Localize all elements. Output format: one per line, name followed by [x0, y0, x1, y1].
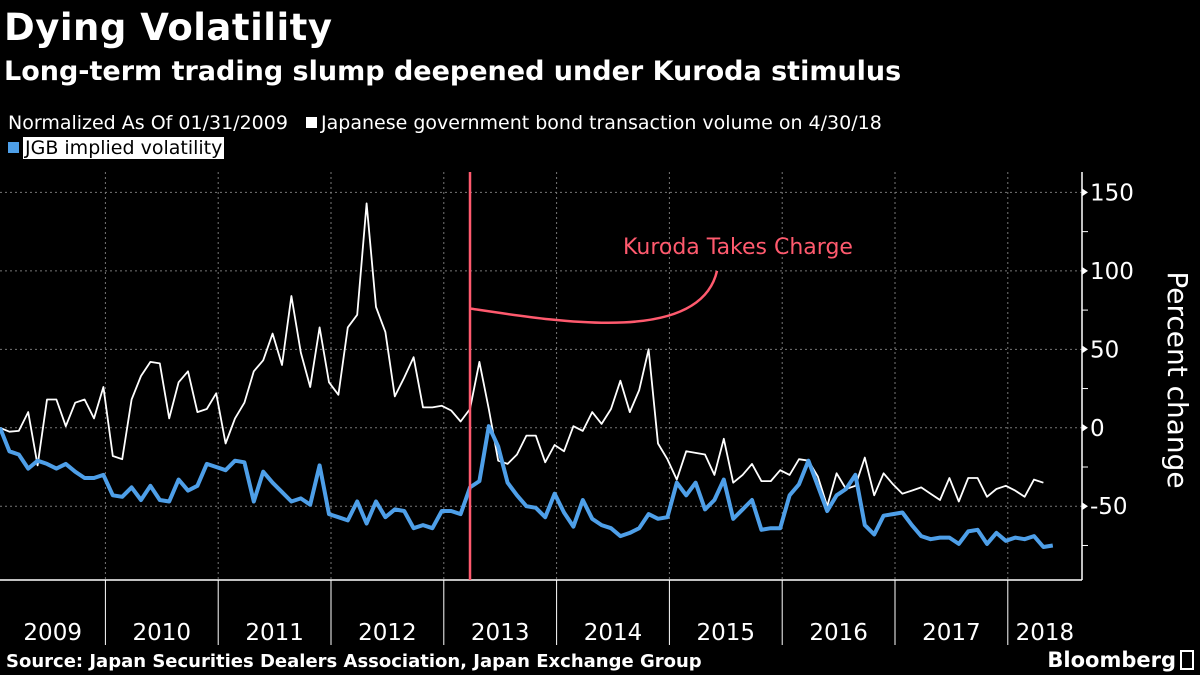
- y-tick-label: 0: [1090, 416, 1105, 442]
- x-tick-label: 2011: [245, 620, 304, 646]
- y-tick-mark: [1082, 266, 1088, 275]
- x-tick-label: 2012: [358, 620, 417, 646]
- series-points-volume: [0, 203, 1044, 507]
- x-tick-label: 2016: [809, 620, 868, 646]
- x-tick-label: 2017: [922, 620, 981, 646]
- legend-swatch-volume: [306, 117, 318, 128]
- y-axis-label: Percent change: [1161, 271, 1194, 488]
- y-tick-label: 100: [1090, 259, 1134, 285]
- legend-swatch-volatility: [8, 142, 19, 153]
- legend-row-2: JGB implied volatility: [8, 137, 225, 159]
- chart-subtitle: Long-term trading slump deepened under K…: [4, 56, 902, 87]
- callout-label: Kuroda Takes Charge: [623, 235, 853, 260]
- x-tick-label: 2018: [1016, 620, 1075, 646]
- bloomberg-mark-icon: [1180, 650, 1194, 670]
- y-tick-mark: [1082, 188, 1088, 197]
- x-tick-label: 2009: [23, 620, 82, 646]
- legend-item-volatility[interactable]: JGB implied volatility: [23, 137, 225, 159]
- legend: Normalized As Of 01/31/2009 Japanese gov…: [8, 112, 882, 134]
- x-tick-label: 2015: [697, 620, 756, 646]
- bloomberg-logo: Bloomberg: [1047, 648, 1194, 672]
- y-tick-label: 50: [1090, 337, 1119, 363]
- y-tick-label: -50: [1090, 494, 1128, 520]
- y-tick-mark: [1082, 345, 1088, 354]
- source-note: Source: Japan Securities Dealers Associa…: [6, 651, 702, 672]
- x-tick-label: 2013: [471, 620, 530, 646]
- callout-connector: [469, 270, 719, 325]
- x-tick-label: 2014: [584, 620, 643, 646]
- legend-item-volume[interactable]: Japanese government bond transaction vol…: [321, 112, 882, 134]
- y-tick-mark: [1082, 423, 1088, 432]
- normalization-note: Normalized As Of 01/31/2009: [8, 112, 288, 134]
- series-points-volatility: [0, 426, 1053, 548]
- y-tick-mark: [1082, 502, 1088, 511]
- series-line-volume: [0, 202, 1044, 508]
- x-tick-label: 2010: [133, 620, 192, 646]
- chart-title: Dying Volatility: [4, 6, 333, 49]
- y-tick-label: 150: [1090, 180, 1134, 206]
- brand-name: Bloomberg: [1047, 648, 1176, 672]
